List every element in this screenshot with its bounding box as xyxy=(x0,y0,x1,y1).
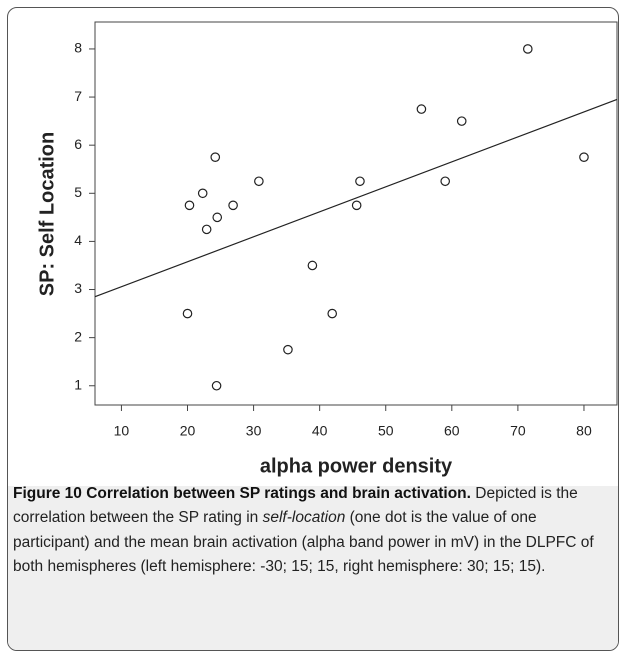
data-point xyxy=(182,308,193,319)
data-point xyxy=(351,200,362,211)
caption: Figure 10 Correlation between SP ratings… xyxy=(13,482,613,579)
data-point xyxy=(522,44,533,54)
chart: alpha power density SP: Self Location 10… xyxy=(36,21,618,477)
data-point xyxy=(254,176,264,187)
data-point xyxy=(228,200,238,211)
data-point xyxy=(355,176,365,187)
x-tick-label: 80 xyxy=(576,423,592,439)
y-tick-label: 5 xyxy=(74,184,82,200)
caption-text: (one dot is the value of one participant… xyxy=(13,509,594,575)
y-tick-label: 8 xyxy=(74,40,82,56)
data-point xyxy=(327,308,338,319)
data-point xyxy=(579,152,589,163)
x-axis-label: alpha power density xyxy=(260,455,453,477)
data-point xyxy=(456,116,467,126)
y-tick-label: 4 xyxy=(74,232,82,248)
x-tick-label: 20 xyxy=(180,423,196,439)
y-tick-label: 3 xyxy=(74,280,82,296)
y-tick-label: 6 xyxy=(74,136,82,152)
data-point xyxy=(307,260,318,271)
x-tick-label: 70 xyxy=(510,423,526,439)
data-point xyxy=(201,224,212,235)
caption-italic: self-location xyxy=(262,509,346,527)
y-tick-label: 1 xyxy=(74,376,82,392)
x-tick-label: 10 xyxy=(114,423,130,439)
caption-text: Depicted is the correlation between the … xyxy=(13,485,578,527)
data-point xyxy=(440,176,451,187)
y-tick-label: 7 xyxy=(74,88,82,104)
x-tick-label: 40 xyxy=(312,423,328,439)
data-point xyxy=(212,212,223,223)
x-tick-label: 60 xyxy=(444,423,460,439)
plot-frame xyxy=(94,21,618,406)
data-point xyxy=(211,380,222,391)
regression-line xyxy=(94,98,618,298)
x-tick-label: 50 xyxy=(378,423,394,439)
data-point xyxy=(184,200,195,211)
data-point xyxy=(416,104,427,114)
x-tick-label: 30 xyxy=(246,423,262,439)
y-axis-label: SP: Self Location xyxy=(36,132,58,296)
data-point xyxy=(283,344,293,355)
data-point xyxy=(210,152,221,163)
y-tick-label: 2 xyxy=(74,328,82,344)
caption-box xyxy=(8,486,618,650)
caption-title: Figure 10 Correlation between SP ratings… xyxy=(13,485,471,502)
data-point xyxy=(197,188,208,199)
figure-frame xyxy=(7,7,619,651)
